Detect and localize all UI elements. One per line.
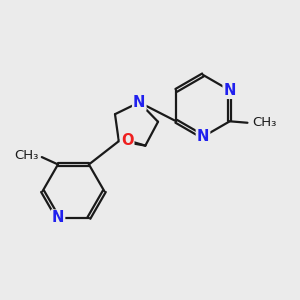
Text: CH₃: CH₃ — [14, 149, 39, 162]
Text: N: N — [224, 83, 236, 98]
Text: N: N — [52, 211, 64, 226]
Text: O: O — [121, 133, 133, 148]
Text: N: N — [133, 95, 145, 110]
Text: CH₃: CH₃ — [252, 116, 276, 129]
Text: N: N — [197, 129, 209, 144]
